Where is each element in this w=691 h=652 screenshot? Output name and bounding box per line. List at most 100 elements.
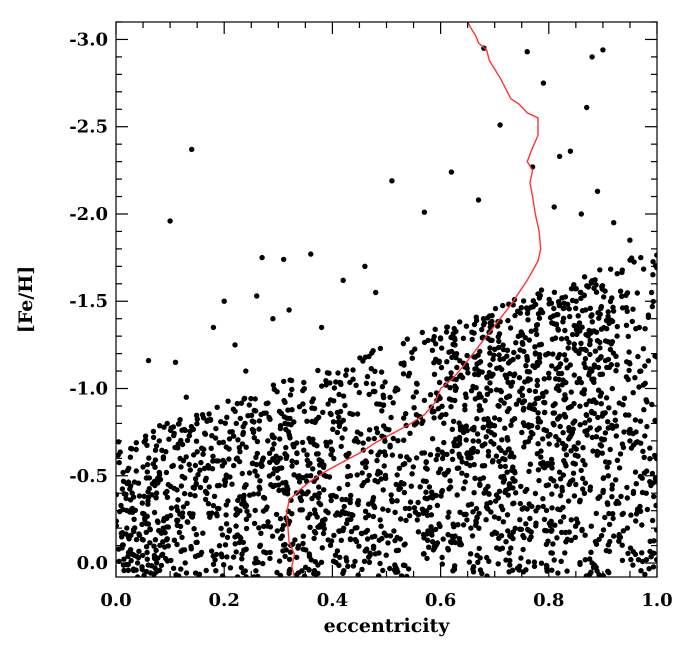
data-point: [287, 392, 294, 398]
data-point: [407, 430, 413, 436]
data-point: [444, 376, 450, 382]
data-point: [606, 364, 613, 371]
data-point: [605, 542, 611, 548]
data-point: [352, 525, 358, 531]
data-point: [549, 527, 555, 533]
data-point: [536, 355, 543, 361]
data-point: [316, 484, 322, 490]
data-point: [618, 493, 624, 500]
data-point: [601, 294, 607, 300]
data-point: [575, 520, 581, 526]
data-point: [485, 418, 492, 424]
data-point: [387, 444, 393, 450]
data-point: [540, 503, 546, 510]
data-point: [575, 313, 581, 319]
data-point: [319, 545, 325, 551]
data-point: [517, 517, 523, 523]
data-point: [401, 437, 407, 443]
data-point: [396, 465, 403, 471]
data-point: [520, 298, 527, 304]
data-point: [558, 558, 564, 564]
data-point: [642, 363, 648, 369]
data-point: [323, 382, 329, 388]
data-point: [639, 550, 645, 556]
data-point: [151, 543, 157, 549]
data-point: [391, 528, 397, 534]
data-point: [587, 556, 593, 562]
data-point: [476, 545, 482, 552]
data-point: [487, 350, 493, 356]
x-axis-label: eccentricity: [324, 615, 451, 637]
data-point: [582, 364, 589, 371]
data-point: [593, 289, 600, 295]
data-point: [369, 350, 375, 356]
data-point: [277, 436, 283, 442]
data-point: [139, 564, 145, 570]
data-point: [319, 458, 325, 465]
data-point: [428, 512, 435, 518]
data-point: [258, 411, 264, 418]
data-point: [361, 558, 368, 564]
data-point: [520, 546, 526, 553]
data-point: [141, 439, 147, 445]
data-point: [243, 574, 249, 577]
data-point: [397, 485, 404, 491]
data-point: [507, 325, 514, 331]
data-point: [610, 425, 616, 431]
data-point: [381, 463, 387, 469]
data-point: [604, 464, 610, 470]
data-point: [586, 417, 593, 423]
data-point: [502, 425, 508, 431]
data-point: [300, 387, 306, 394]
data-point: [116, 452, 121, 458]
data-point: [406, 505, 412, 512]
data-point: [320, 464, 327, 471]
data-point: [129, 446, 135, 452]
data-point: [211, 493, 218, 499]
data-point: [582, 356, 589, 362]
data-point: [377, 560, 383, 567]
data-point: [570, 477, 576, 483]
data-point: [212, 435, 219, 441]
data-point: [434, 502, 441, 509]
data-point: [248, 412, 255, 418]
data-point: [544, 528, 550, 534]
data-point: [535, 504, 541, 510]
data-point: [426, 544, 432, 550]
data-point: [296, 404, 303, 410]
data-point: [624, 495, 630, 501]
data-point: [232, 541, 238, 547]
data-point: [330, 426, 336, 432]
data-point: [598, 401, 604, 407]
data-point: [485, 335, 491, 342]
data-point: [200, 451, 206, 457]
data-point: [400, 371, 407, 377]
data-point: [624, 484, 630, 491]
data-point: [641, 454, 647, 460]
data-point: [294, 450, 300, 457]
data-point: [287, 377, 293, 383]
data-point: [614, 271, 620, 277]
data-point: [387, 565, 393, 572]
data-point: [269, 533, 276, 539]
data-point: [271, 386, 277, 392]
data-point: [630, 562, 636, 568]
data-point: [414, 517, 420, 523]
data-point: [351, 438, 358, 444]
data-point: [463, 394, 469, 401]
data-point: [294, 554, 300, 561]
data-point: [515, 565, 521, 571]
data-point: [469, 329, 475, 335]
data-point: [257, 478, 263, 484]
data-point: [552, 522, 558, 528]
data-point: [443, 329, 450, 335]
data-point: [654, 557, 657, 563]
data-point: [498, 503, 504, 509]
data-point: [578, 379, 584, 386]
data-point: [350, 563, 357, 569]
data-point: [431, 371, 438, 377]
data-point: [205, 465, 212, 471]
data-point: [450, 535, 456, 541]
data-point: [593, 510, 599, 517]
data-point: [166, 436, 172, 442]
